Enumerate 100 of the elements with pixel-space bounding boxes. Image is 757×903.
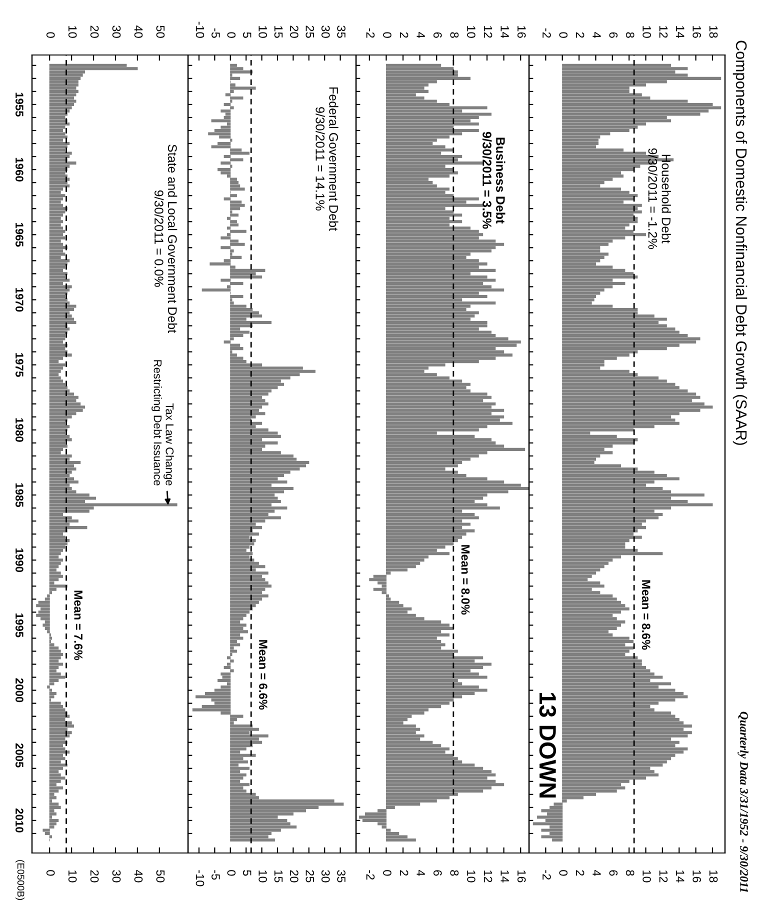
ref-line-label: Mean = 6.6% xyxy=(259,640,268,710)
bar xyxy=(49,578,59,582)
bar xyxy=(230,188,245,191)
bar xyxy=(386,438,492,442)
bar xyxy=(49,536,66,539)
bar xyxy=(562,256,604,259)
bar xyxy=(562,740,680,744)
y-tick-label: 1965 xyxy=(16,222,24,247)
bar xyxy=(562,552,663,556)
bar xyxy=(562,757,672,760)
bar xyxy=(230,740,262,744)
bar xyxy=(386,773,496,776)
x-tick-label: 6 xyxy=(609,870,618,876)
bar xyxy=(230,776,244,780)
x-tick-label: 18 xyxy=(709,870,718,882)
bar xyxy=(562,363,604,366)
bar xyxy=(49,532,64,536)
bar xyxy=(386,542,454,546)
bar xyxy=(230,825,297,828)
bar xyxy=(49,376,61,380)
bar xyxy=(386,662,492,666)
bar xyxy=(49,676,66,679)
bar xyxy=(230,392,268,396)
bar xyxy=(49,474,70,477)
bar xyxy=(49,249,64,252)
bar xyxy=(230,542,254,546)
bar xyxy=(49,682,54,686)
bar xyxy=(386,278,496,282)
bar xyxy=(562,562,609,565)
bar xyxy=(49,278,70,282)
bar xyxy=(49,448,64,451)
bar xyxy=(49,776,66,780)
bar xyxy=(230,506,288,510)
bar xyxy=(386,783,504,786)
bar xyxy=(49,334,66,338)
bar xyxy=(49,389,70,392)
bar xyxy=(562,292,600,295)
bar xyxy=(49,496,96,500)
bar xyxy=(49,128,64,132)
bar xyxy=(230,630,248,634)
x2-tick-label: 2 xyxy=(400,32,408,38)
bar xyxy=(230,607,253,610)
bar xyxy=(230,311,259,314)
bar xyxy=(36,604,50,608)
bar xyxy=(49,438,72,442)
bar xyxy=(49,328,70,331)
bar xyxy=(562,734,688,738)
bar xyxy=(562,220,638,224)
bar xyxy=(386,408,504,412)
bar xyxy=(230,650,237,653)
x2-tick-label: 18 xyxy=(709,26,718,38)
y-tick-label: 1970 xyxy=(16,288,24,312)
x2-tick-label: 10 xyxy=(258,26,267,38)
bar xyxy=(386,562,420,565)
x2-tick-label: -5 xyxy=(212,28,220,38)
bar xyxy=(562,328,676,331)
bar xyxy=(49,259,70,262)
bar xyxy=(49,109,70,112)
x-tick-label: 8 xyxy=(450,870,459,876)
bar xyxy=(230,441,278,444)
bar xyxy=(49,636,52,640)
bar xyxy=(386,640,442,643)
bar xyxy=(386,757,458,760)
bar xyxy=(49,76,81,80)
bar xyxy=(49,402,81,406)
bar xyxy=(49,662,64,666)
bar xyxy=(49,584,68,588)
bar xyxy=(230,356,244,360)
bar xyxy=(49,119,68,122)
bar xyxy=(49,591,52,594)
bar xyxy=(230,181,239,184)
bar xyxy=(230,539,256,542)
bar xyxy=(230,636,244,640)
bar xyxy=(49,308,74,312)
bar xyxy=(49,460,81,464)
bar xyxy=(47,594,50,598)
bar xyxy=(230,214,239,217)
bar xyxy=(562,438,638,442)
bar xyxy=(562,666,646,670)
bar xyxy=(373,574,387,578)
bar xyxy=(49,552,61,556)
bar xyxy=(230,432,278,435)
bar xyxy=(386,633,450,636)
bar xyxy=(49,806,61,809)
bar xyxy=(537,816,563,819)
bar xyxy=(49,262,68,266)
bar xyxy=(562,119,672,122)
bar xyxy=(562,624,622,627)
bar xyxy=(49,181,68,184)
bar xyxy=(49,363,66,366)
bar xyxy=(562,382,676,386)
bar xyxy=(562,252,609,256)
bar xyxy=(49,382,66,386)
bar xyxy=(49,142,70,146)
annotation: State and Local Government Debt 9/30/2011 = 0.0% xyxy=(154,144,178,333)
bar xyxy=(562,581,600,584)
bar xyxy=(230,584,272,588)
bar xyxy=(49,744,64,748)
bar xyxy=(386,486,529,490)
bar xyxy=(49,298,68,302)
